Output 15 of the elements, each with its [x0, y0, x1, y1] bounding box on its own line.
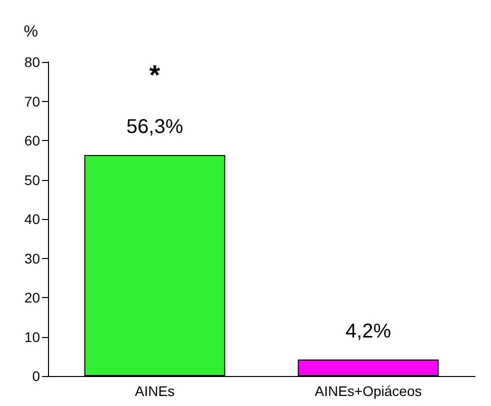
y-tick-label: 30: [24, 250, 40, 266]
y-tick-label: 70: [24, 93, 40, 110]
x-tick-label: AINEs: [134, 383, 175, 399]
y-tick-label: 40: [24, 211, 40, 227]
y-axis-title: %: [24, 24, 38, 40]
y-tick-label: 50: [24, 172, 40, 188]
y-tick-label: 80: [24, 54, 40, 70]
data-label: 56,3%: [126, 116, 184, 138]
y-tick-label: 10: [24, 328, 40, 345]
y-tick-label: 60: [24, 132, 40, 148]
annotation: *: [149, 60, 160, 91]
x-tick-label: AINEs+Opiáceos: [314, 383, 422, 399]
y-tick-label: 20: [24, 290, 40, 306]
data-label: 4,2%: [345, 320, 392, 343]
y-tick-label: 0: [32, 368, 40, 384]
